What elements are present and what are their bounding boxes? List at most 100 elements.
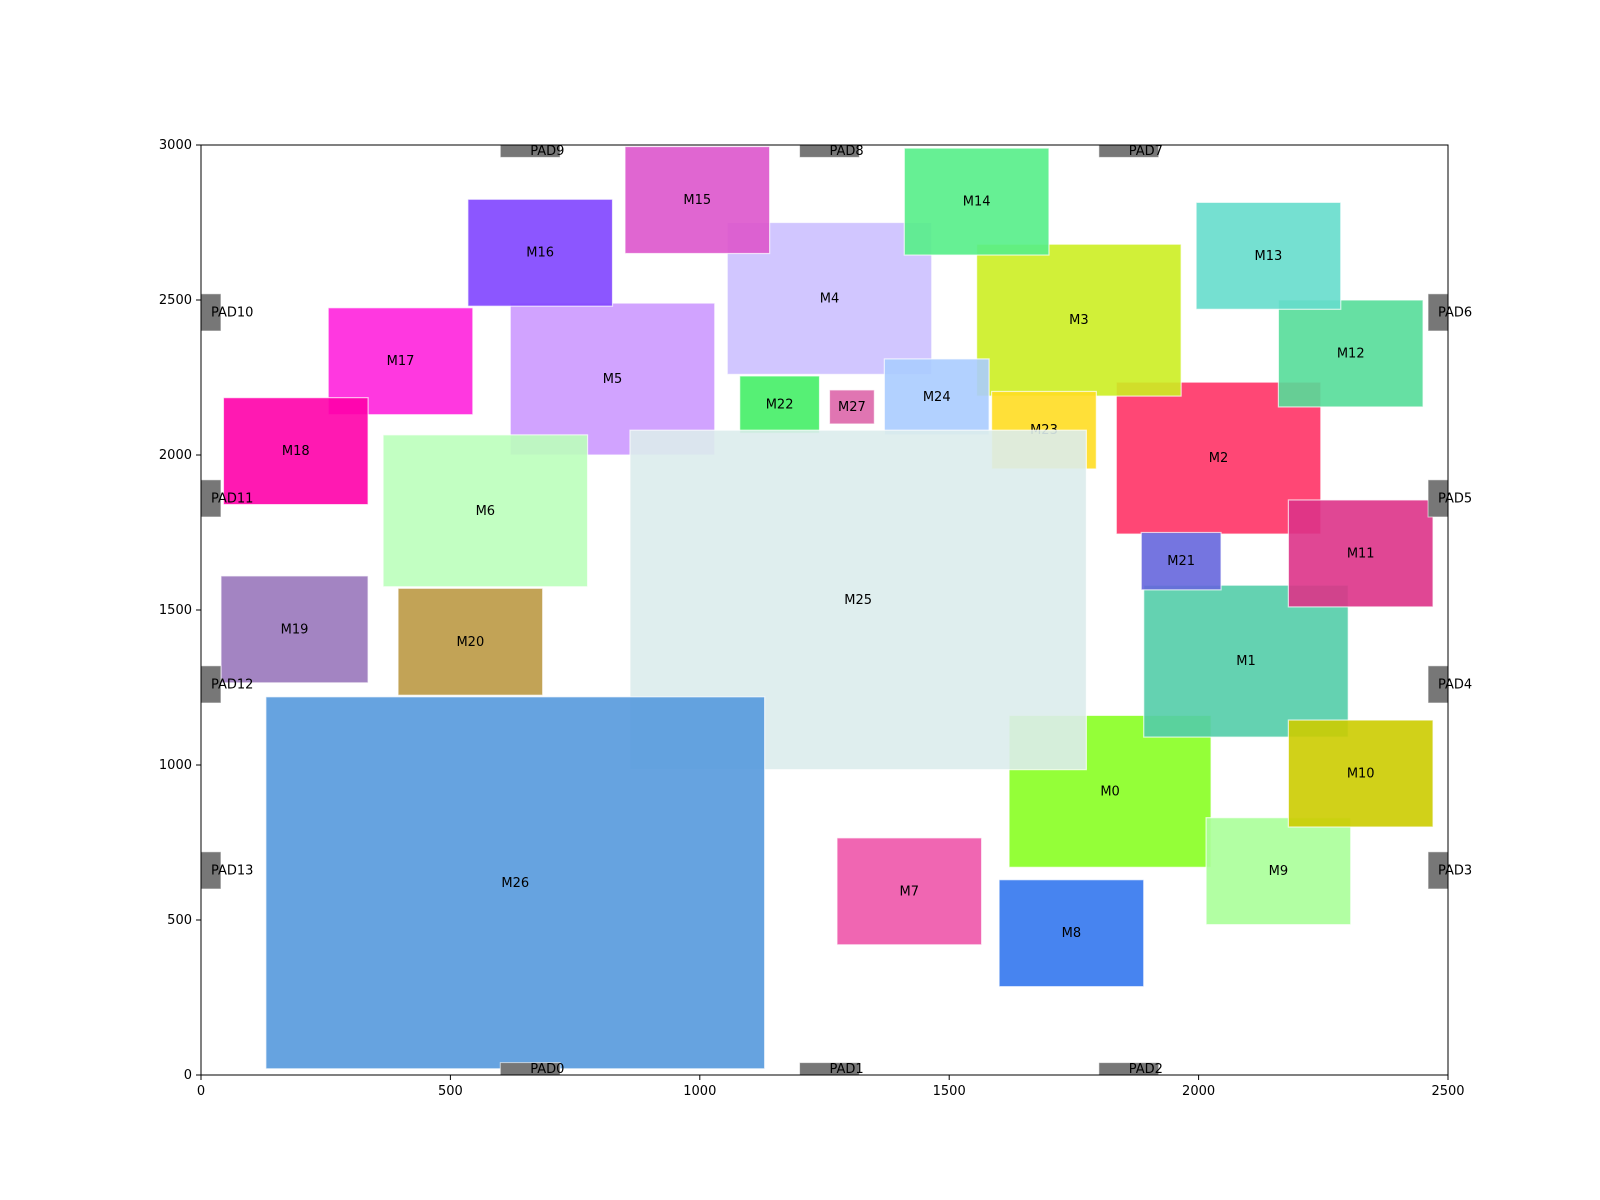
block-label: M0 (1100, 784, 1120, 799)
pad-label: PAD1 (829, 1062, 863, 1077)
block-label: M26 (501, 876, 529, 891)
block-m15: M15 (624, 145, 771, 255)
block-rect (739, 375, 821, 434)
block-m8: M8 (998, 879, 1145, 988)
block-m12: M12 (1277, 299, 1424, 408)
x-axis-ticks: 0 500 1000 1500 2000 2500 (197, 1075, 1465, 1099)
block-rect (397, 587, 544, 696)
block-rect (1277, 299, 1424, 408)
y-axis-ticks: 0 500 1000 1500 2000 2500 3000 (159, 138, 201, 1083)
block-rect (265, 696, 766, 1070)
block-m22: M22 (739, 375, 821, 434)
y-tick-label: 1000 (159, 758, 192, 773)
block-rect (1287, 719, 1434, 828)
block-label: M1 (1236, 654, 1256, 669)
pad-label: PAD11 (211, 491, 253, 506)
block-label: M21 (1167, 554, 1195, 569)
block-label: M3 (1069, 313, 1089, 328)
x-tick-label: 1000 (683, 1084, 716, 1099)
block-label: M22 (766, 398, 794, 413)
block-label: M5 (603, 372, 623, 387)
block-rect (828, 389, 875, 425)
block-m3: M3 (976, 243, 1182, 397)
block-m7: M7 (836, 837, 983, 946)
pad-pad8: PAD8 (799, 144, 864, 159)
block-rect (1140, 531, 1222, 591)
pad-pad9: PAD9 (499, 144, 564, 159)
block-label: M2 (1209, 451, 1229, 466)
pad-pad11: PAD11 (200, 479, 253, 518)
block-rect (467, 198, 614, 307)
pad-label: PAD6 (1438, 305, 1472, 320)
block-label: M7 (900, 884, 920, 899)
pad-label: PAD3 (1438, 863, 1472, 878)
pad-label: PAD12 (211, 677, 253, 692)
pad-pad7: PAD7 (1098, 144, 1163, 159)
pad-pad10: PAD10 (200, 293, 253, 332)
pad-pad3: PAD3 (1427, 851, 1472, 890)
block-rect (1287, 499, 1434, 608)
block-rect (382, 434, 589, 588)
y-tick-label: 1500 (159, 603, 192, 618)
pad-pad5: PAD5 (1427, 479, 1472, 518)
pad-label: PAD8 (829, 144, 863, 159)
block-rect (222, 397, 369, 506)
block-m21: M21 (1140, 531, 1222, 591)
block-label: M27 (838, 400, 866, 415)
pad-label: PAD10 (211, 305, 253, 320)
pad-label: PAD4 (1438, 677, 1472, 692)
block-label: M6 (476, 504, 496, 519)
block-rect (836, 837, 983, 946)
block-label: M11 (1347, 546, 1375, 561)
x-tick-label: 500 (438, 1084, 463, 1099)
x-tick-label: 2500 (1431, 1084, 1464, 1099)
block-rect (624, 145, 771, 255)
pads-layer: PAD0 PAD1 PAD2 PAD3 PAD4 PAD5 PAD6 PAD7 PAD8 PAD9… (200, 144, 1472, 1077)
block-label: M4 (820, 291, 840, 306)
pad-label: PAD9 (530, 144, 564, 159)
blocks-layer: M0 M1 M2 M3 M4 M5 M6 M7 M8 M9 M10 M11 M12 M13 M14 M15 M1… (220, 145, 1434, 1070)
y-tick-label: 500 (167, 913, 192, 928)
block-label: M19 (281, 622, 309, 637)
pad-pad0: PAD0 (499, 1062, 564, 1077)
pad-label: PAD7 (1129, 144, 1163, 159)
block-m20: M20 (397, 587, 544, 696)
block-label: M8 (1062, 926, 1082, 941)
block-label: M15 (683, 193, 711, 208)
pad-pad4: PAD4 (1427, 665, 1472, 704)
block-m9: M9 (1205, 817, 1352, 926)
block-m10: M10 (1287, 719, 1434, 828)
block-label: M14 (963, 195, 991, 210)
block-label: M16 (526, 246, 554, 261)
block-label: M20 (456, 635, 484, 650)
block-label: M13 (1255, 249, 1283, 264)
block-m6: M6 (382, 434, 589, 588)
y-tick-label: 2000 (159, 448, 192, 463)
block-rect (903, 147, 1050, 256)
block-rect (998, 879, 1145, 988)
x-tick-label: 0 (197, 1084, 205, 1099)
block-m14: M14 (903, 147, 1050, 256)
block-label: M18 (282, 444, 310, 459)
block-m19: M19 (220, 575, 369, 684)
block-rect (220, 575, 369, 684)
x-tick-label: 2000 (1182, 1084, 1215, 1099)
pad-label: PAD0 (530, 1062, 564, 1077)
y-tick-label: 0 (184, 1068, 192, 1083)
block-label: M10 (1347, 767, 1375, 782)
block-rect (327, 307, 474, 416)
block-rect (883, 358, 990, 436)
pad-pad6: PAD6 (1427, 293, 1472, 332)
block-label: M17 (387, 354, 415, 369)
pad-label: PAD5 (1438, 491, 1472, 506)
x-tick-label: 1500 (933, 1084, 966, 1099)
block-rect (1205, 817, 1352, 926)
block-m11: M11 (1287, 499, 1434, 608)
block-label: M24 (923, 390, 951, 405)
block-label: M25 (844, 593, 872, 608)
block-rect (976, 243, 1182, 397)
block-rect (1143, 584, 1349, 738)
y-tick-label: 3000 (159, 138, 192, 153)
block-label: M9 (1269, 864, 1289, 879)
